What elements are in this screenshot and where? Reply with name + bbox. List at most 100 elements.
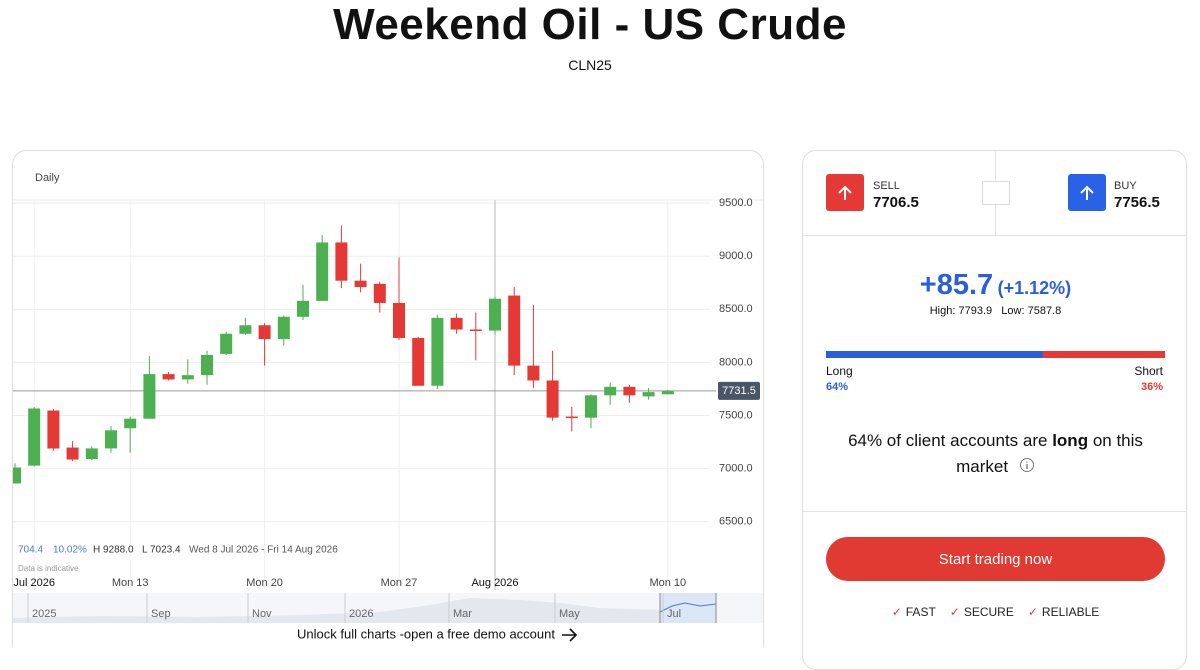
spread-box: [982, 181, 1010, 205]
high: 7793.9: [958, 305, 993, 317]
stat-high: H 9288.0: [93, 545, 134, 556]
page-subtitle: CLN25: [568, 57, 612, 73]
candle-body: [431, 317, 444, 386]
candle-body: [354, 280, 367, 288]
candle-body: [585, 395, 597, 418]
navigator: [13, 593, 763, 623]
low: 7587.8: [1027, 305, 1062, 317]
y-tick-label: 9000.0: [719, 250, 753, 262]
candle-body: [450, 317, 463, 330]
candle-body: [47, 410, 60, 449]
navigator-label: Sep: [151, 608, 171, 620]
page-title: Weekend Oil - US Crude: [333, 0, 847, 49]
arrow-icon: [1080, 185, 1094, 200]
candle-body: [316, 242, 329, 301]
feature-text: SECURE: [963, 605, 1014, 619]
candle-body: [239, 325, 252, 334]
feature-text: RELIABLE: [1041, 605, 1100, 619]
candle-body: [105, 430, 117, 449]
navigator-window: [660, 593, 716, 623]
candle-body: [412, 338, 425, 386]
candle-body: [201, 354, 213, 376]
last-price-label: 7731.5: [722, 385, 756, 397]
chart-card: [12, 150, 764, 647]
candle-body: [642, 392, 655, 397]
change-pct: (+1.12%): [997, 278, 1072, 298]
summary-text: 64% of client accounts are: [848, 431, 1048, 450]
candle-body: [527, 365, 540, 381]
summary-emphasis: long: [1052, 431, 1089, 450]
x-tick-label: Jul 2026: [13, 577, 55, 589]
feature: ✓ SECURE: [949, 605, 1014, 619]
range-row: High: 7793.9 Low: 7587.8: [803, 305, 1188, 317]
long-pct: 64%: [826, 381, 849, 393]
low-label: Low:: [1001, 305, 1025, 317]
sell-label: SELL: [873, 180, 900, 192]
buy-button[interactable]: [1068, 174, 1106, 211]
stat-range: Wed 8 Jul 2026 - Fri 14 Aug 2026: [189, 545, 338, 556]
features: ✓ FAST ✓ SECURE ✓ RELIABLE: [803, 605, 1188, 619]
candle-body: [623, 386, 636, 396]
navigator-label: May: [559, 608, 580, 620]
start-trading-button[interactable]: Start trading now: [826, 537, 1165, 581]
candle-body: [28, 408, 41, 466]
candle-body: [508, 295, 521, 366]
y-tick-label: 8000.0: [719, 356, 753, 368]
candle-body: [66, 447, 79, 460]
timeframe: Daily: [35, 172, 60, 184]
change-row: +85.7 (+1.12%): [803, 269, 1188, 302]
navigator-label: Jul: [667, 608, 681, 620]
arrow-icon: [838, 185, 852, 200]
separator: [803, 511, 1186, 512]
feature: ✓ FAST: [891, 605, 936, 619]
navigator-label: 2026: [349, 608, 373, 620]
x-tick-label: Mon 20: [246, 577, 283, 589]
candle-body: [546, 380, 559, 418]
last-price-box: [718, 381, 760, 400]
candle-body: [13, 467, 21, 484]
long-bar: [826, 351, 1043, 358]
change: +85.7: [919, 269, 994, 301]
trade-panel: SELL 7706.5 BUY 7756.5 +85.7 (+1.12%) Hi…: [802, 150, 1187, 670]
high-label: High:: [929, 305, 956, 317]
long-label: Long: [826, 364, 853, 378]
candle-body: [258, 325, 271, 340]
summary-text: on this: [1092, 431, 1143, 450]
separator: [803, 235, 1186, 236]
cta-text[interactable]: Unlock full charts -open a free demo acc…: [297, 626, 555, 641]
candle-body: [143, 374, 156, 419]
y-tick-label: 7500.0: [719, 409, 753, 421]
stat-low: L 7023.4: [142, 545, 181, 556]
candle-body: [162, 374, 175, 380]
candle-body: [373, 283, 386, 303]
summary-text: market: [956, 457, 1009, 476]
candle-body: [124, 418, 137, 429]
navigator-label: Mar: [453, 608, 472, 620]
buy-label: BUY: [1114, 180, 1137, 192]
candle-body: [335, 242, 348, 281]
chart: Daily Unlock full charts -open a free de…: [12, 150, 764, 647]
candle-body: [181, 375, 194, 380]
sentiment-bar: [826, 351, 1165, 358]
data-note: Data is indicative: [18, 564, 79, 573]
y-tick-label: 9500.0: [719, 197, 753, 209]
short-bar: [1042, 351, 1165, 358]
x-tick-label: Aug 2026: [471, 577, 518, 589]
candle-body: [604, 386, 617, 396]
summary: 64% of client accounts are long on this …: [823, 428, 1168, 480]
sell-button[interactable]: [826, 174, 864, 211]
candle-body: [489, 298, 501, 331]
cta-arrow[interactable]: [562, 628, 578, 642]
x-tick-label: Mon 13: [112, 577, 149, 589]
feature: ✓ RELIABLE: [1027, 605, 1100, 619]
x-tick-label: Mon 27: [381, 577, 418, 589]
candle-body: [469, 329, 482, 332]
x-tick-label: Mon 10: [649, 577, 686, 589]
y-tick-label: 7000.0: [719, 462, 753, 474]
candle-body: [277, 316, 290, 340]
info-icon[interactable]: [1019, 457, 1035, 473]
stat-change_pct: 10.02%: [53, 545, 87, 556]
navigator-label: Nov: [252, 608, 272, 620]
short-label: Short: [1134, 364, 1163, 378]
navigator-area: [13, 598, 716, 623]
